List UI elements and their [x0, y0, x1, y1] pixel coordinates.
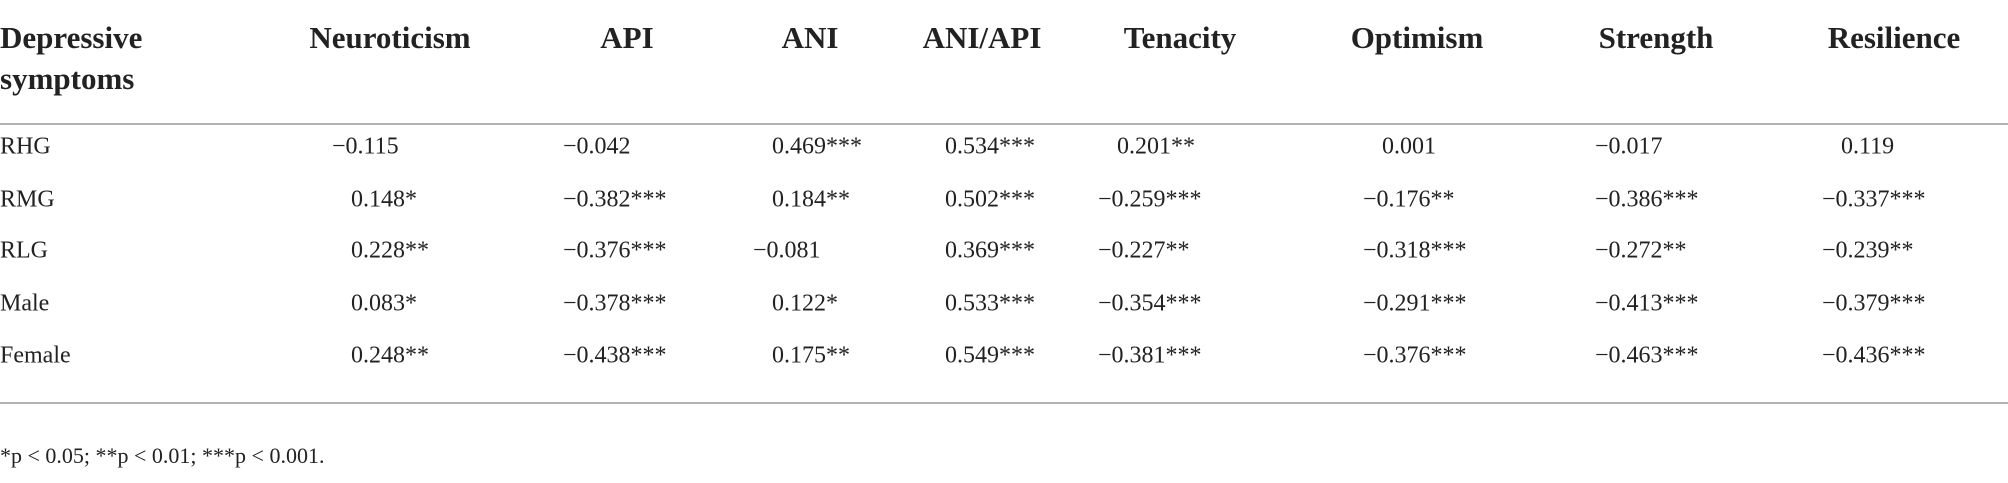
cell: −0.386*** [1595, 187, 1699, 213]
cell: 0.119 [1841, 134, 1894, 160]
cell: −0.259*** [1098, 187, 1202, 213]
cell: −0.042 [563, 134, 631, 160]
cell: 0.175** [772, 343, 850, 369]
cell: −0.017 [1595, 134, 1663, 160]
cell: −0.378*** [563, 291, 667, 317]
cell: −0.318*** [1363, 238, 1467, 264]
cell: 0.502*** [945, 187, 1035, 213]
cell: −0.413*** [1595, 291, 1699, 317]
cell: 0.248** [351, 343, 429, 369]
cell: −0.379*** [1822, 291, 1926, 317]
cell: 0.001 [1382, 134, 1436, 160]
cell: −0.272** [1595, 238, 1687, 264]
cell: −0.381*** [1098, 343, 1202, 369]
cell: 0.549*** [945, 343, 1035, 369]
cell: −0.337*** [1822, 187, 1926, 213]
cell: 0.122* [772, 291, 838, 317]
cell: −0.227** [1098, 238, 1190, 264]
cell: −0.176** [1363, 187, 1455, 213]
footnote: *p < 0.05; **p < 0.01; ***p < 0.001. [0, 443, 324, 468]
cell: 0.369*** [945, 238, 1035, 264]
cell: 0.228** [351, 238, 429, 264]
header-cell: Resilience [1828, 20, 1961, 55]
cell: 0.201** [1117, 134, 1195, 160]
cell: −0.436*** [1822, 343, 1926, 369]
row-label: RHG [0, 134, 51, 160]
row-label: Female [0, 343, 71, 369]
cell: −0.239** [1822, 238, 1914, 264]
cell: −0.376*** [1363, 343, 1467, 369]
cell: −0.376*** [563, 238, 667, 264]
header-cell: ANI [782, 20, 839, 55]
header-cell: Tenacity [1124, 20, 1237, 55]
header-cell: API [600, 20, 653, 55]
header-cell: Strength [1599, 20, 1714, 55]
row-label: Male [0, 291, 49, 317]
cell: −0.354*** [1098, 291, 1202, 317]
header-cell: Neuroticism [309, 20, 470, 55]
cell: −0.438*** [563, 343, 667, 369]
cell: 0.534*** [945, 134, 1035, 160]
header-cell: ANI/API [923, 20, 1042, 55]
cell: −0.382*** [563, 187, 667, 213]
cell: 0.184** [772, 187, 850, 213]
row-label: RMG [0, 187, 55, 213]
cell: 0.148* [351, 187, 417, 213]
row-label: RLG [0, 238, 48, 264]
cell: −0.115 [332, 134, 399, 160]
cell: −0.463*** [1595, 343, 1699, 369]
cell: 0.083* [351, 291, 417, 317]
header-cell: Optimism [1351, 20, 1484, 55]
header-cell: Depressive symptoms [0, 20, 142, 96]
cell: 0.469*** [772, 134, 862, 160]
cell: −0.291*** [1363, 291, 1467, 317]
cell: −0.081 [753, 238, 821, 264]
cell: 0.533*** [945, 291, 1035, 317]
